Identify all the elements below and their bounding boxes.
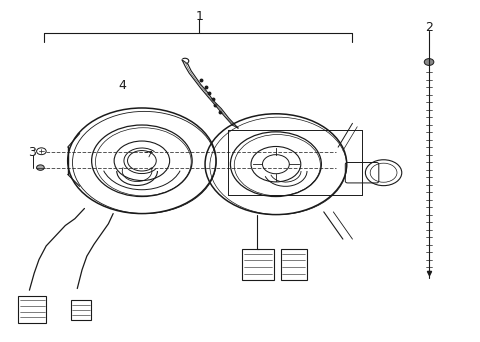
Bar [281,249,307,280]
Circle shape [424,58,434,65]
Text: 2: 2 [425,22,433,35]
Bar [18,296,46,323]
Text: 1: 1 [195,10,203,23]
Text: 4: 4 [119,79,127,92]
Bar [242,249,274,280]
Circle shape [36,165,44,170]
Bar [71,300,91,320]
Text: 3: 3 [28,146,36,159]
